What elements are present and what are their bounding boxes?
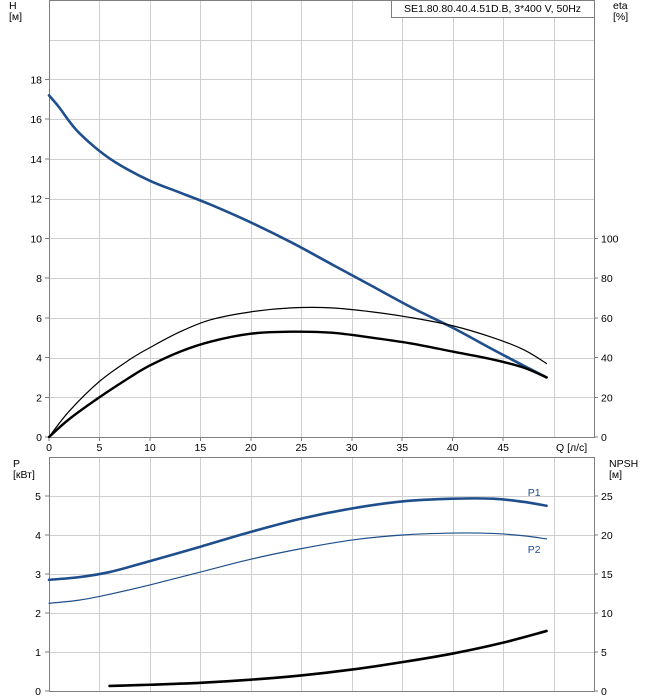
y-tick-label: 12: [30, 194, 42, 206]
y-axis-title: H [м]: [9, 0, 22, 23]
npsh-tick-label: 15: [601, 569, 613, 581]
y-tick-label: 10: [30, 233, 42, 245]
y2-tick-label: 80: [601, 273, 613, 285]
efficiency-curve-upper: [48, 306, 548, 438]
y-tick-label: 18: [30, 74, 42, 86]
y2-tick-label: 20: [601, 392, 613, 404]
npsh-curve: [108, 629, 548, 688]
efficiency-curve-lower: [47, 330, 548, 439]
y-tick-label: 2: [36, 392, 42, 404]
p-tick-label: 1: [35, 647, 41, 659]
x-tick-label: 20: [245, 442, 257, 454]
p2-series-label: P2: [528, 544, 541, 556]
model-label: SE1.80.80.40.4.51D.B, 3*400 V, 50Hz: [404, 3, 581, 15]
p-tick-label: 0: [35, 686, 41, 698]
p-axis-title: P [кВт]: [13, 458, 35, 481]
x-tick-label: 25: [295, 442, 307, 454]
y2-tick-label: 100: [601, 233, 619, 245]
npsh-tick-label: 5: [601, 647, 607, 659]
y2-tick-label: 40: [601, 353, 613, 365]
p1-series-label: P1: [528, 487, 541, 499]
p-tick-label: 2: [35, 608, 41, 620]
x-tick-label: 45: [497, 442, 509, 454]
x-tick-label: 5: [97, 442, 103, 454]
npsh-tick-label: 25: [601, 491, 613, 503]
series-layer: [47, 94, 548, 688]
y2-axis-title: eta [%]: [613, 0, 628, 23]
npsh-tick-label: 20: [601, 530, 613, 542]
y-tick-label: 6: [36, 313, 42, 325]
p1-power-curve: [47, 497, 548, 582]
y-tick-label: 0: [36, 432, 42, 444]
y-tick-label: 4: [36, 353, 42, 365]
x-tick-label: 35: [396, 442, 408, 454]
y-tick-label: 16: [30, 114, 42, 126]
y2-tick-label: 0: [601, 432, 607, 444]
npsh-axis-title: NPSH [м]: [609, 458, 638, 481]
p-tick-label: 3: [35, 569, 41, 581]
x-tick-label: 10: [144, 442, 156, 454]
x-tick-label: 40: [447, 442, 459, 454]
x-tick-label: 15: [195, 442, 207, 454]
plot-frame-top: [49, 0, 595, 438]
x-tick-label: 30: [346, 442, 358, 454]
npsh-tick-label: 0: [601, 686, 607, 698]
p2-power-curve: [48, 532, 548, 604]
p-tick-label: 5: [35, 491, 41, 503]
y-tick-label: 14: [30, 154, 42, 166]
x-tick-label: 0: [46, 442, 52, 454]
x-axis-title: Q [л/с]: [556, 442, 587, 454]
y-tick-label: 8: [36, 273, 42, 285]
npsh-tick-label: 10: [601, 608, 613, 620]
label-layer: 0 5 10 15 20 25 30 35 40 45 Q [л/с]024681012141618…: [9, 0, 638, 698]
grid-layer: [49, 0, 594, 691]
frame-layer: [45, 0, 598, 692]
y2-tick-label: 60: [601, 313, 613, 325]
model-label-box: [391, 0, 595, 18]
p-tick-label: 4: [35, 530, 41, 542]
head-curve: [47, 94, 548, 379]
